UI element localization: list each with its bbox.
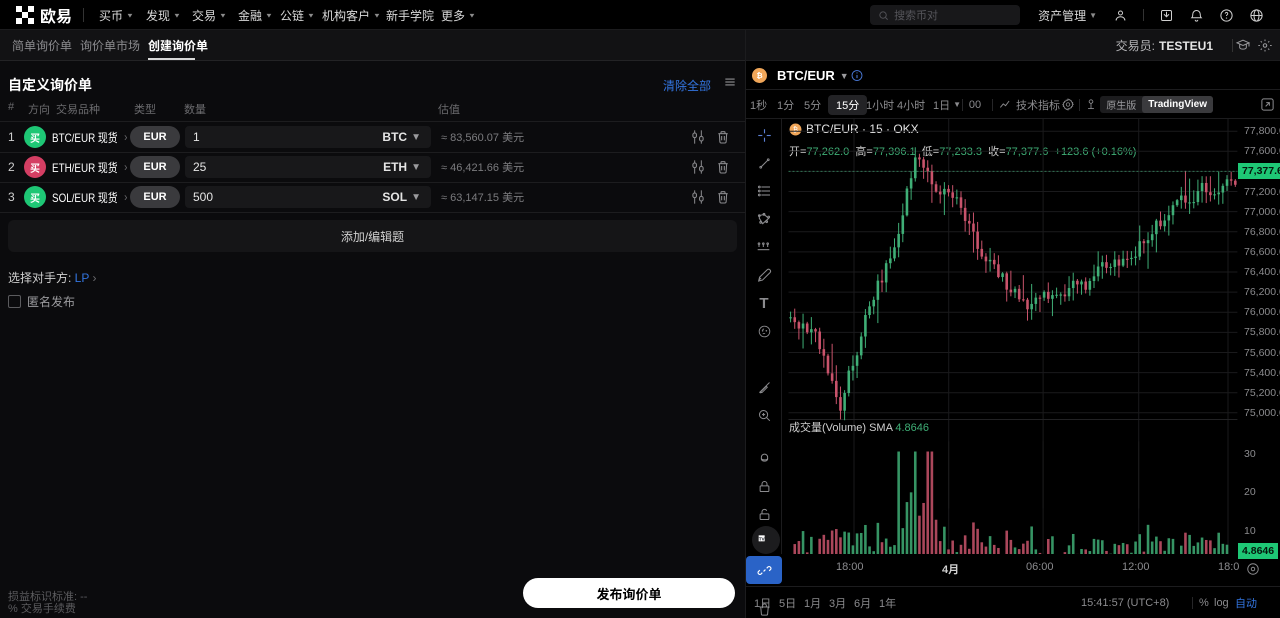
svg-text:₿: ₿: [756, 71, 762, 80]
svg-text:TV: TV: [759, 536, 766, 541]
